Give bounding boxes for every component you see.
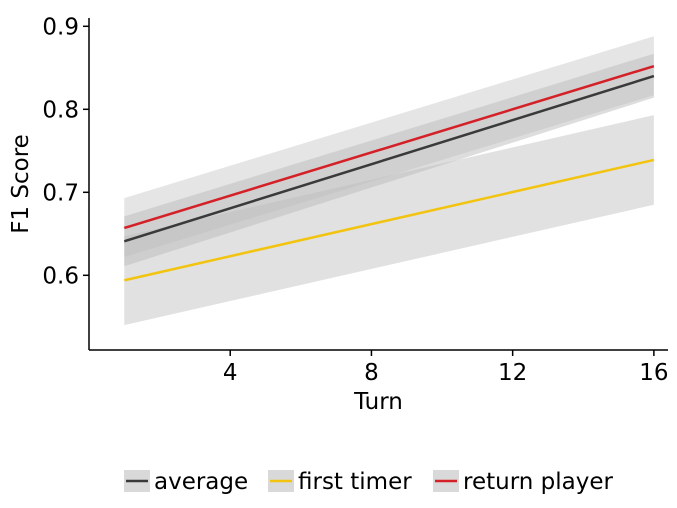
line-return-player bbox=[123, 64, 655, 230]
legend-label: return player bbox=[463, 469, 613, 495]
legend-item-return-player: return player bbox=[433, 469, 613, 495]
y-axis-title: F1 Score bbox=[8, 134, 34, 234]
x-ticks: 4 8 12 16 bbox=[223, 350, 669, 386]
legend-item-average: average bbox=[124, 469, 248, 495]
y-tick-label: 0.9 bbox=[42, 14, 79, 40]
x-tick-label: 16 bbox=[639, 360, 668, 386]
confidence-bands bbox=[124, 36, 654, 326]
legend-item-first-timer: first timer bbox=[268, 469, 412, 495]
x-axis-title: Turn bbox=[353, 389, 403, 415]
legend-label: first timer bbox=[298, 469, 412, 495]
line-first-timer bbox=[124, 158, 655, 282]
legend: average first timer return player bbox=[124, 469, 613, 495]
y-tick-label: 0.6 bbox=[42, 263, 79, 289]
y-tick-label: 0.8 bbox=[42, 97, 79, 123]
line-average bbox=[123, 74, 655, 243]
x-tick-label: 12 bbox=[498, 360, 527, 386]
x-tick-label: 4 bbox=[223, 360, 238, 386]
series-lines bbox=[123, 64, 655, 282]
axes bbox=[88, 18, 668, 351]
y-ticks: 0.6 0.7 0.8 0.9 bbox=[42, 14, 89, 289]
y-tick-label: 0.7 bbox=[42, 180, 79, 206]
legend-label: average bbox=[154, 469, 248, 495]
x-tick-label: 8 bbox=[364, 360, 379, 386]
